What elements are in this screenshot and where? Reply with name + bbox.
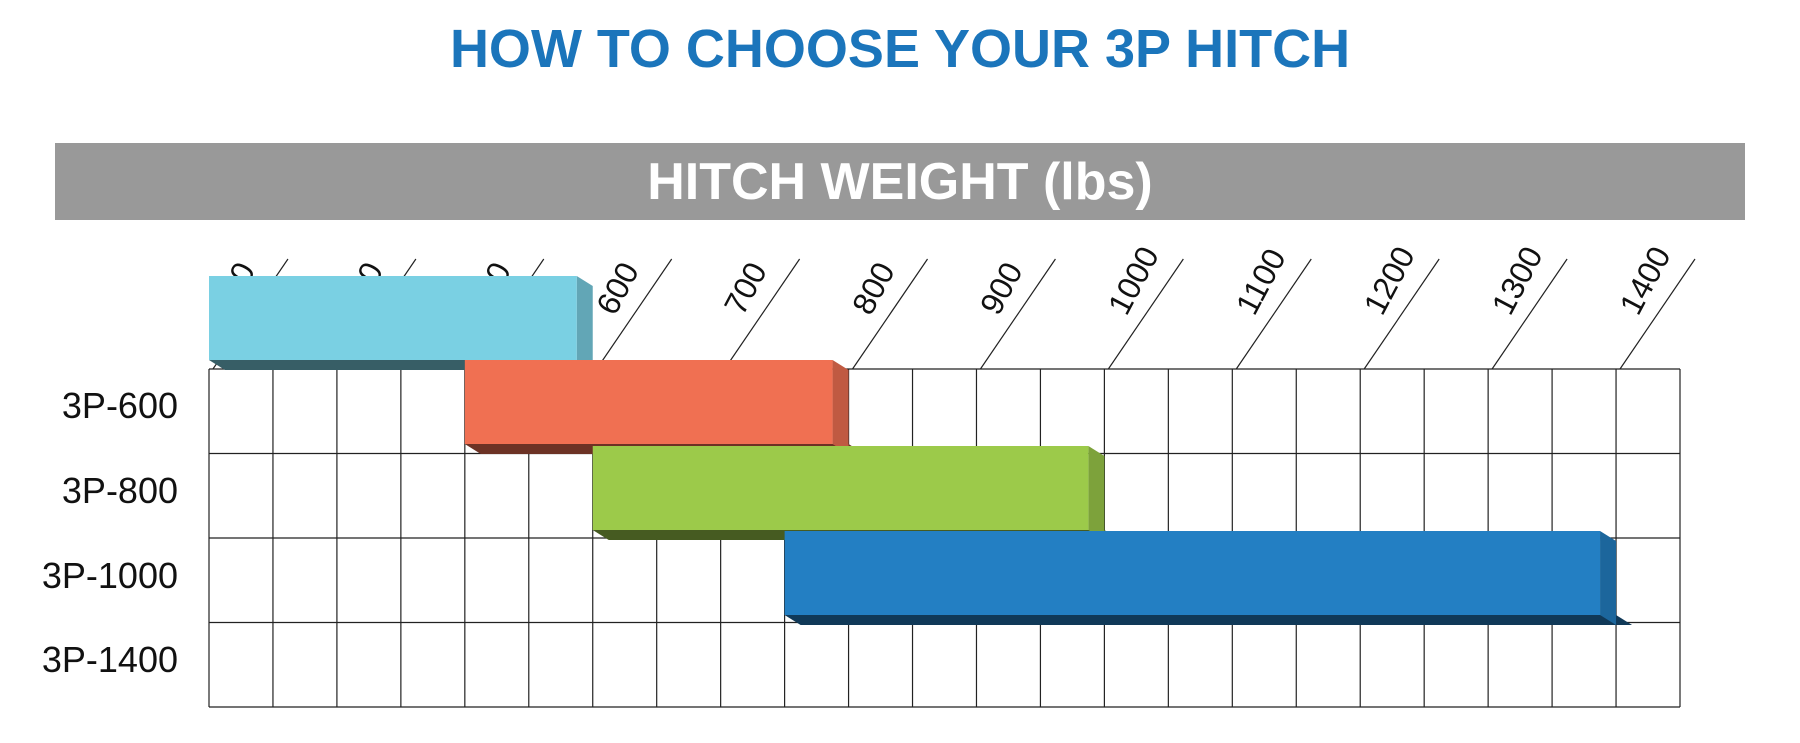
range-bar-face	[592, 446, 1089, 530]
x-tick-label: 700	[717, 256, 774, 320]
x-tick-label: 1400	[1612, 241, 1677, 321]
range-bar-side	[1088, 446, 1105, 540]
tick-leader	[1107, 258, 1184, 370]
y-category-label: 3P-1400	[42, 639, 178, 680]
y-category-label: 3P-1000	[42, 555, 178, 596]
range-bars	[209, 276, 1633, 625]
tick-leader	[1235, 258, 1312, 370]
range-bar	[784, 531, 1633, 625]
range-bar	[464, 360, 865, 454]
y-category-label: 3P-600	[62, 385, 178, 426]
x-tick-label: 800	[845, 256, 902, 320]
x-tick-label: 1200	[1357, 241, 1422, 321]
chart-title: HOW TO CHOOSE YOUR 3P HITCH	[449, 19, 1351, 79]
range-bar-side	[832, 360, 849, 454]
range-bar-face	[209, 276, 577, 360]
x-tick-label: 1000	[1101, 241, 1166, 321]
x-axis-label-banner: HITCH WEIGHT (lbs)	[55, 143, 1745, 220]
range-bar-face	[784, 531, 1601, 615]
tick-leader	[596, 258, 673, 370]
tick-leader	[1619, 258, 1696, 370]
x-tick-label: 1100	[1229, 243, 1293, 321]
range-bar-face	[464, 360, 833, 444]
x-tick-label: 1300	[1484, 241, 1549, 321]
tick-leader	[1491, 258, 1568, 370]
x-tick-label: 600	[589, 256, 646, 320]
range-bar-side	[1600, 531, 1617, 625]
y-category-label: 3P-800	[62, 470, 178, 511]
range-bar	[209, 276, 609, 370]
tick-leader	[979, 258, 1056, 370]
range-bar	[592, 446, 1121, 540]
range-bar-side	[576, 276, 593, 370]
tick-leader	[1363, 258, 1440, 370]
tick-leader	[724, 258, 801, 370]
range-bar-shadow	[784, 615, 1633, 625]
tick-leader	[852, 258, 929, 370]
x-tick-label: 900	[973, 256, 1030, 320]
y-axis-labels: 3P-600 3P-800 3P-1000 3P-1400	[42, 385, 178, 680]
x-axis-label: HITCH WEIGHT (lbs)	[647, 152, 1153, 211]
